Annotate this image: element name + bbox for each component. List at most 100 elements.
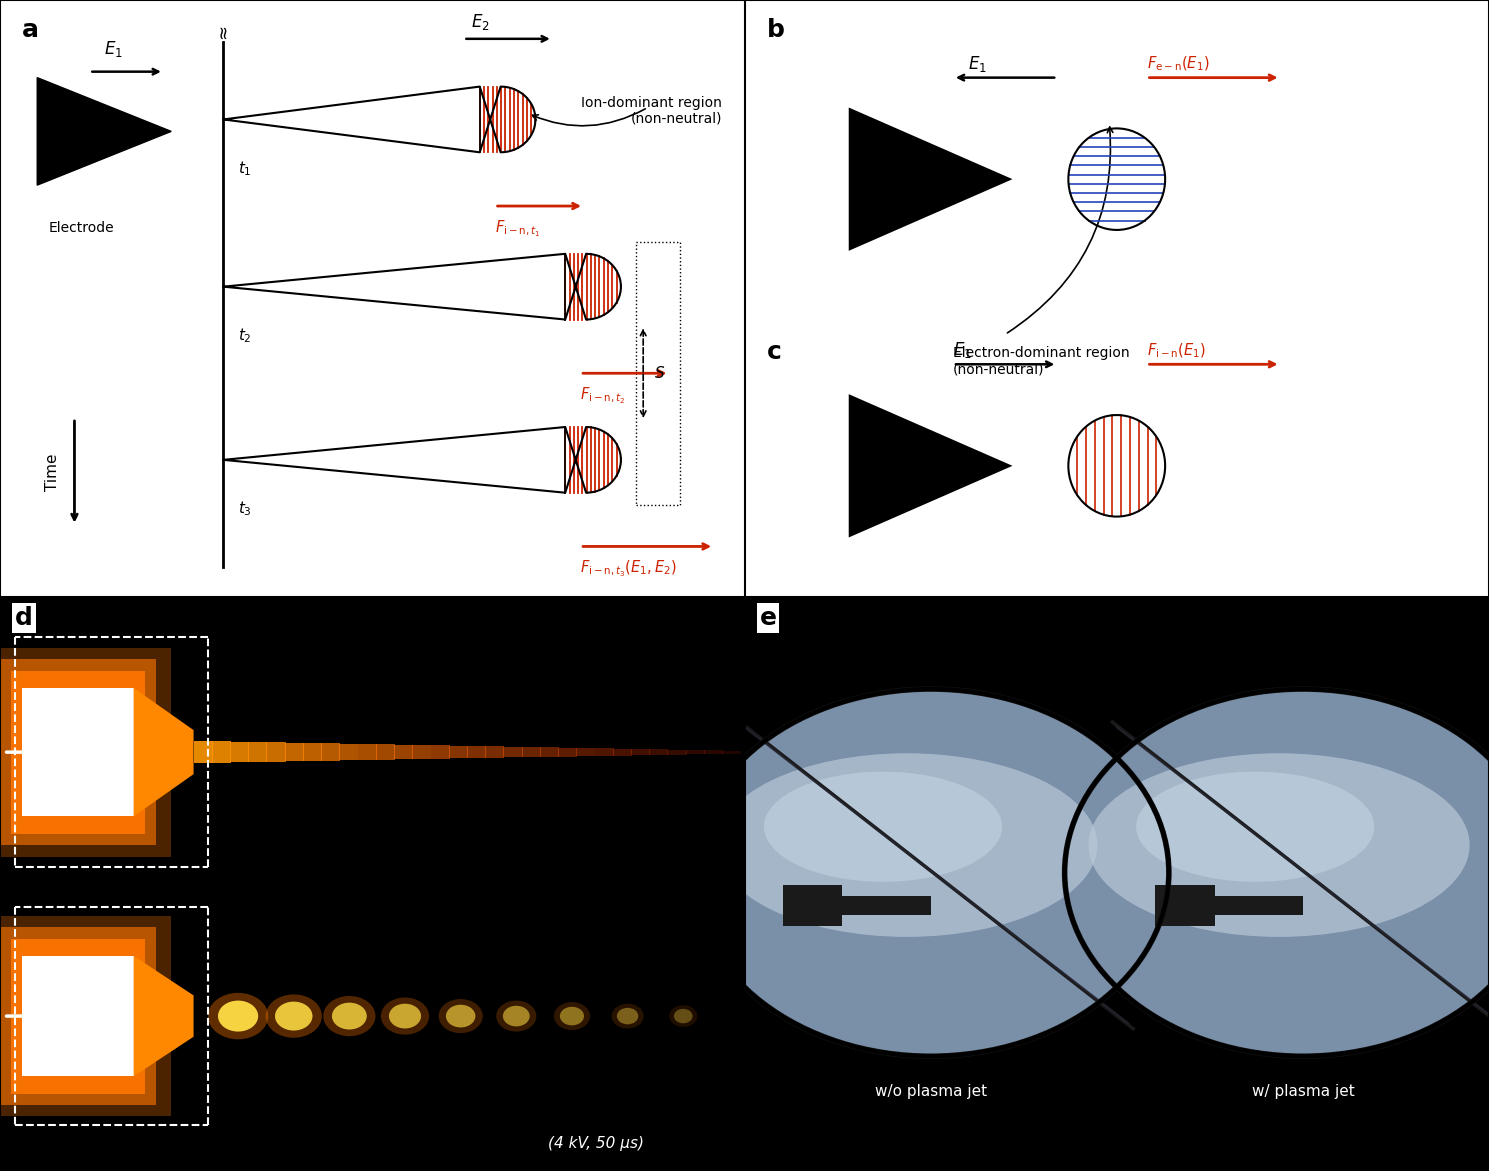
Bar bbox=[649, 749, 669, 755]
Bar bbox=[0, 659, 156, 845]
Bar bbox=[613, 748, 631, 755]
Bar bbox=[558, 748, 578, 756]
Bar bbox=[22, 956, 134, 1076]
Bar bbox=[485, 746, 505, 758]
Polygon shape bbox=[223, 254, 621, 320]
Circle shape bbox=[554, 1002, 590, 1030]
Text: d: d bbox=[15, 605, 33, 630]
Circle shape bbox=[265, 994, 322, 1038]
Text: $E_1$: $E_1$ bbox=[953, 341, 972, 361]
Circle shape bbox=[1065, 689, 1489, 1056]
Polygon shape bbox=[849, 108, 1013, 251]
Text: $F_{\mathrm{e-n}}(E_1)$: $F_{\mathrm{e-n}}(E_1)$ bbox=[1147, 55, 1209, 74]
Bar bbox=[375, 745, 395, 760]
Circle shape bbox=[217, 1000, 258, 1032]
Circle shape bbox=[675, 1009, 692, 1023]
Bar bbox=[0, 927, 156, 1105]
Bar bbox=[22, 687, 134, 816]
Bar bbox=[468, 746, 485, 758]
Bar bbox=[357, 744, 377, 760]
Bar bbox=[284, 742, 304, 761]
Circle shape bbox=[439, 999, 482, 1033]
Circle shape bbox=[616, 1008, 639, 1025]
Text: $S$: $S$ bbox=[654, 365, 666, 382]
Circle shape bbox=[332, 1002, 366, 1029]
Text: $F_{\mathrm{i-n},t_3}(E_1, E_2)$: $F_{\mathrm{i-n},t_3}(E_1, E_2)$ bbox=[581, 559, 677, 578]
Text: a: a bbox=[22, 18, 39, 42]
Text: Time: Time bbox=[45, 453, 60, 491]
Text: Electrode: Electrode bbox=[49, 221, 115, 235]
Text: e: e bbox=[759, 605, 776, 630]
Bar bbox=[339, 744, 359, 760]
Circle shape bbox=[323, 997, 375, 1036]
Bar bbox=[267, 742, 286, 762]
Ellipse shape bbox=[716, 753, 1097, 937]
Bar bbox=[704, 751, 724, 754]
Bar bbox=[249, 742, 268, 762]
Bar bbox=[12, 671, 144, 834]
Text: ≈: ≈ bbox=[214, 23, 232, 39]
Circle shape bbox=[503, 1006, 530, 1027]
Bar bbox=[541, 747, 558, 756]
Bar bbox=[667, 749, 686, 754]
Bar bbox=[395, 745, 412, 760]
Circle shape bbox=[381, 998, 429, 1035]
Bar bbox=[211, 741, 231, 762]
Circle shape bbox=[612, 1004, 643, 1028]
Text: $E_2$: $E_2$ bbox=[471, 12, 490, 32]
Text: b: b bbox=[767, 18, 785, 42]
Bar bbox=[722, 751, 742, 753]
Text: Electron-dominant region
(non-neutral): Electron-dominant region (non-neutral) bbox=[953, 347, 1130, 377]
Bar bbox=[1155, 897, 1303, 915]
Bar bbox=[0, 916, 171, 1116]
Bar bbox=[594, 748, 613, 755]
Text: Ion-dominant region
(non-neutral): Ion-dominant region (non-neutral) bbox=[581, 96, 722, 125]
Bar bbox=[503, 747, 523, 758]
Text: $F_{\mathrm{i-n}}(E_1)$: $F_{\mathrm{i-n}}(E_1)$ bbox=[1147, 342, 1206, 359]
Polygon shape bbox=[134, 687, 194, 816]
Bar bbox=[576, 748, 596, 756]
Bar bbox=[430, 746, 450, 759]
Bar bbox=[229, 741, 249, 762]
Bar bbox=[783, 885, 843, 926]
Circle shape bbox=[560, 1007, 584, 1026]
Ellipse shape bbox=[764, 772, 1002, 882]
Bar bbox=[12, 939, 144, 1094]
Ellipse shape bbox=[1136, 772, 1374, 882]
Text: $t_3$: $t_3$ bbox=[238, 500, 252, 519]
Circle shape bbox=[496, 1000, 536, 1032]
Circle shape bbox=[208, 993, 268, 1040]
Bar bbox=[686, 751, 704, 754]
Bar bbox=[783, 897, 931, 915]
Circle shape bbox=[389, 1004, 421, 1028]
Text: $F_{\mathrm{i-n},t_1}$: $F_{\mathrm{i-n},t_1}$ bbox=[494, 218, 541, 239]
Polygon shape bbox=[849, 395, 1013, 537]
Text: $E_1$: $E_1$ bbox=[104, 39, 124, 59]
Text: c: c bbox=[767, 341, 782, 364]
Bar bbox=[412, 745, 432, 759]
Text: $F_{\mathrm{i-n},t_2}$: $F_{\mathrm{i-n},t_2}$ bbox=[581, 385, 625, 406]
Circle shape bbox=[692, 689, 1169, 1056]
Text: $t_1$: $t_1$ bbox=[238, 159, 252, 178]
Bar bbox=[1155, 885, 1215, 926]
Polygon shape bbox=[223, 427, 621, 493]
Circle shape bbox=[275, 1001, 313, 1030]
Text: w/o plasma jet: w/o plasma jet bbox=[874, 1084, 987, 1100]
Text: $t_2$: $t_2$ bbox=[238, 327, 252, 345]
Bar bbox=[448, 746, 468, 759]
Bar bbox=[194, 741, 213, 763]
Bar bbox=[322, 744, 341, 761]
Ellipse shape bbox=[1088, 753, 1470, 937]
Polygon shape bbox=[223, 87, 536, 152]
Circle shape bbox=[1057, 684, 1489, 1062]
Circle shape bbox=[445, 1005, 475, 1027]
Polygon shape bbox=[37, 77, 171, 185]
Circle shape bbox=[669, 1005, 697, 1027]
Text: (4 kV, 50 μs): (4 kV, 50 μs) bbox=[548, 1136, 643, 1151]
Text: $E_1$: $E_1$ bbox=[968, 54, 987, 74]
Circle shape bbox=[685, 684, 1176, 1062]
Bar bbox=[0, 648, 171, 856]
Bar bbox=[302, 744, 322, 761]
Polygon shape bbox=[134, 956, 194, 1076]
Bar bbox=[631, 749, 651, 755]
